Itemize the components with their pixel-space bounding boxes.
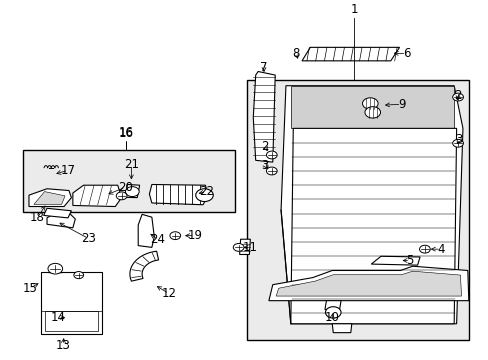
Text: 2: 2 — [453, 89, 461, 102]
Circle shape — [74, 271, 83, 279]
Text: 13: 13 — [56, 339, 70, 352]
Circle shape — [266, 167, 277, 175]
Polygon shape — [130, 251, 158, 281]
Text: 16: 16 — [119, 126, 134, 139]
Polygon shape — [331, 324, 351, 333]
Polygon shape — [149, 184, 207, 205]
Circle shape — [169, 232, 180, 239]
Circle shape — [266, 151, 277, 159]
Text: 12: 12 — [161, 287, 176, 300]
Circle shape — [452, 139, 463, 147]
Bar — [41, 271, 102, 334]
Text: 7: 7 — [260, 61, 267, 74]
Polygon shape — [125, 184, 140, 198]
Text: 21: 21 — [123, 158, 139, 171]
Text: 2: 2 — [261, 140, 268, 153]
Circle shape — [233, 243, 244, 251]
Bar — [246, 80, 468, 340]
Text: 8: 8 — [291, 46, 299, 59]
Polygon shape — [276, 271, 461, 296]
Bar — [44, 311, 98, 331]
Circle shape — [125, 186, 139, 197]
Text: 1: 1 — [350, 4, 357, 17]
Circle shape — [419, 245, 429, 253]
Polygon shape — [47, 212, 75, 228]
Circle shape — [325, 307, 340, 318]
Text: 18: 18 — [30, 211, 44, 224]
Circle shape — [116, 192, 127, 200]
Polygon shape — [290, 129, 456, 324]
Circle shape — [195, 189, 213, 202]
Circle shape — [452, 93, 463, 101]
Text: 3: 3 — [261, 159, 268, 172]
Text: 20: 20 — [118, 181, 133, 194]
Text: 10: 10 — [324, 311, 339, 324]
Polygon shape — [290, 86, 453, 129]
Text: 4: 4 — [436, 243, 444, 256]
Polygon shape — [302, 48, 399, 61]
Text: 9: 9 — [397, 98, 405, 111]
Polygon shape — [34, 192, 65, 204]
Circle shape — [48, 264, 62, 274]
Polygon shape — [138, 214, 154, 247]
Polygon shape — [29, 189, 71, 207]
Text: 14: 14 — [51, 311, 65, 324]
Text: 23: 23 — [81, 232, 96, 245]
Polygon shape — [43, 208, 71, 218]
Polygon shape — [239, 239, 250, 255]
Text: 5: 5 — [406, 254, 413, 267]
Polygon shape — [281, 86, 462, 324]
Text: 19: 19 — [187, 229, 202, 242]
Text: 15: 15 — [22, 282, 37, 295]
Circle shape — [362, 98, 377, 109]
Polygon shape — [268, 266, 468, 301]
Text: 11: 11 — [243, 241, 257, 254]
Text: 22: 22 — [199, 185, 214, 198]
Circle shape — [364, 107, 380, 118]
Polygon shape — [370, 256, 419, 265]
Bar — [22, 150, 234, 212]
Text: 6: 6 — [402, 47, 409, 60]
Polygon shape — [325, 301, 340, 310]
Text: 24: 24 — [150, 233, 165, 246]
Text: 3: 3 — [454, 133, 462, 146]
Polygon shape — [73, 185, 122, 207]
Text: 17: 17 — [61, 164, 75, 177]
Text: 16: 16 — [119, 127, 134, 140]
Polygon shape — [253, 72, 275, 162]
